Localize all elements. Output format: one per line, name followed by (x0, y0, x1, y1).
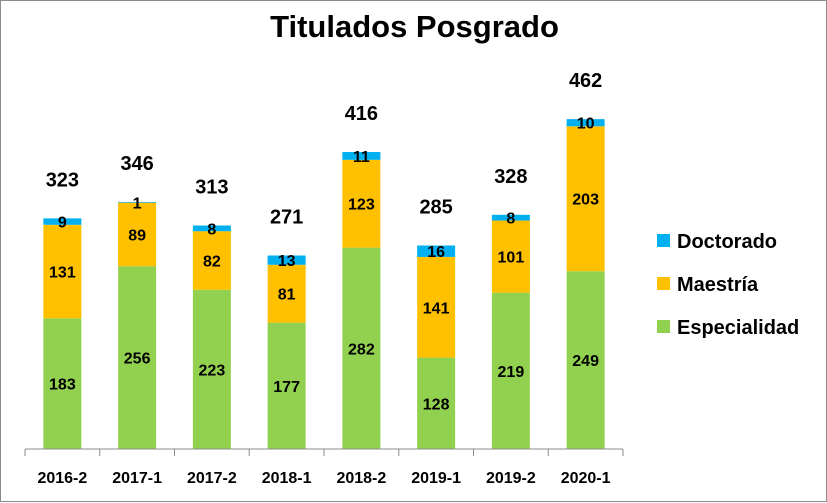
data-label-maestria-2019-2: 101 (498, 250, 525, 267)
x-tick-label-2017-2: 2017-2 (187, 470, 237, 487)
bar-especialidad-2016-2 (43, 318, 82, 449)
legend-label-especialidad: Especialidad (677, 317, 799, 339)
bar-maestria-2020-1 (566, 126, 605, 272)
total-label-2017-2: 313 (195, 177, 228, 199)
x-tick-label-2018-2: 2018-2 (336, 470, 386, 487)
data-label-especialidad-2018-2: 282 (348, 341, 375, 358)
x-tick-label-2017-1: 2017-1 (112, 470, 162, 487)
data-label-doctorado-2018-1: 13 (278, 253, 296, 270)
data-label-doctorado-2020-1: 10 (577, 116, 595, 133)
data-label-maestria-2019-1: 141 (423, 300, 450, 317)
data-label-especialidad-2017-1: 256 (124, 351, 151, 368)
legend-swatch-especialidad (657, 320, 670, 333)
bar-maestria-2018-1 (267, 264, 306, 323)
bar-doctorado-2018-2 (342, 151, 381, 160)
x-tick-label-2018-1: 2018-1 (262, 470, 312, 487)
data-label-maestria-2017-2: 82 (203, 254, 221, 271)
bar-maestria-2017-2 (192, 231, 231, 290)
data-label-doctorado-2017-1: 1 (133, 195, 142, 212)
bar-doctorado-2019-1 (417, 245, 456, 257)
total-label-2016-2: 323 (46, 169, 79, 191)
data-label-maestria-2016-2: 131 (49, 265, 76, 282)
data-label-doctorado-2019-1: 16 (427, 244, 445, 261)
total-label-2019-1: 285 (419, 197, 452, 219)
bar-maestria-2019-2 (491, 220, 530, 293)
data-label-maestria-2017-1: 89 (128, 227, 146, 244)
bar-doctorado-2020-1 (566, 119, 605, 127)
bar-especialidad-2020-1 (566, 271, 605, 449)
total-label-2020-1: 462 (569, 70, 602, 92)
x-tick-label-2016-2: 2016-2 (37, 470, 87, 487)
bar-doctorado-2018-1 (267, 255, 306, 265)
bar-doctorado-2017-1 (118, 201, 157, 203)
bar-especialidad-2019-1 (417, 357, 456, 449)
bar-especialidad-2019-2 (491, 292, 530, 449)
data-label-especialidad-2018-1: 177 (273, 379, 300, 396)
bar-maestria-2016-2 (43, 224, 82, 319)
bar-doctorado-2019-2 (491, 214, 530, 221)
data-label-especialidad-2017-2: 223 (199, 362, 226, 379)
bar-doctorado-2017-2 (192, 225, 231, 232)
bar-doctorado-2016-2 (43, 218, 82, 225)
chart-title: Titulados Posgrado (270, 9, 559, 44)
bar-especialidad-2017-1 (118, 266, 157, 449)
data-label-especialidad-2019-1: 128 (423, 396, 450, 413)
data-label-doctorado-2019-2: 8 (506, 211, 515, 228)
bar-maestria-2018-2 (342, 159, 381, 248)
bar-especialidad-2018-2 (342, 247, 381, 449)
legend-label-maestria: Maestría (677, 274, 759, 296)
legend-swatch-doctorado (657, 234, 670, 247)
total-label-2018-1: 271 (270, 207, 303, 229)
total-label-2017-1: 346 (120, 153, 153, 175)
data-label-especialidad-2016-2: 183 (49, 377, 76, 394)
legend-label-doctorado: Doctorado (677, 231, 777, 253)
data-label-doctorado-2017-2: 8 (207, 221, 216, 238)
x-tick-label-2020-1: 2020-1 (561, 470, 611, 487)
data-label-maestria-2018-1: 81 (278, 287, 296, 304)
data-label-maestria-2020-1: 203 (572, 192, 599, 209)
total-label-2018-2: 416 (345, 103, 378, 125)
data-label-maestria-2018-2: 123 (348, 197, 375, 214)
legend-swatch-maestria (657, 277, 670, 290)
x-tick-label-2019-1: 2019-1 (411, 470, 461, 487)
data-label-especialidad-2019-2: 219 (498, 364, 525, 381)
x-tick-label-2019-2: 2019-2 (486, 470, 536, 487)
bar-maestria-2017-1 (118, 202, 157, 267)
bar-especialidad-2018-1 (267, 322, 306, 449)
data-label-especialidad-2020-1: 249 (572, 353, 599, 370)
total-label-2019-2: 328 (494, 166, 527, 188)
bar-maestria-2019-1 (417, 256, 456, 358)
bar-especialidad-2017-2 (192, 289, 231, 449)
data-label-doctorado-2016-2: 9 (58, 215, 67, 232)
data-label-doctorado-2018-2: 11 (353, 149, 370, 166)
